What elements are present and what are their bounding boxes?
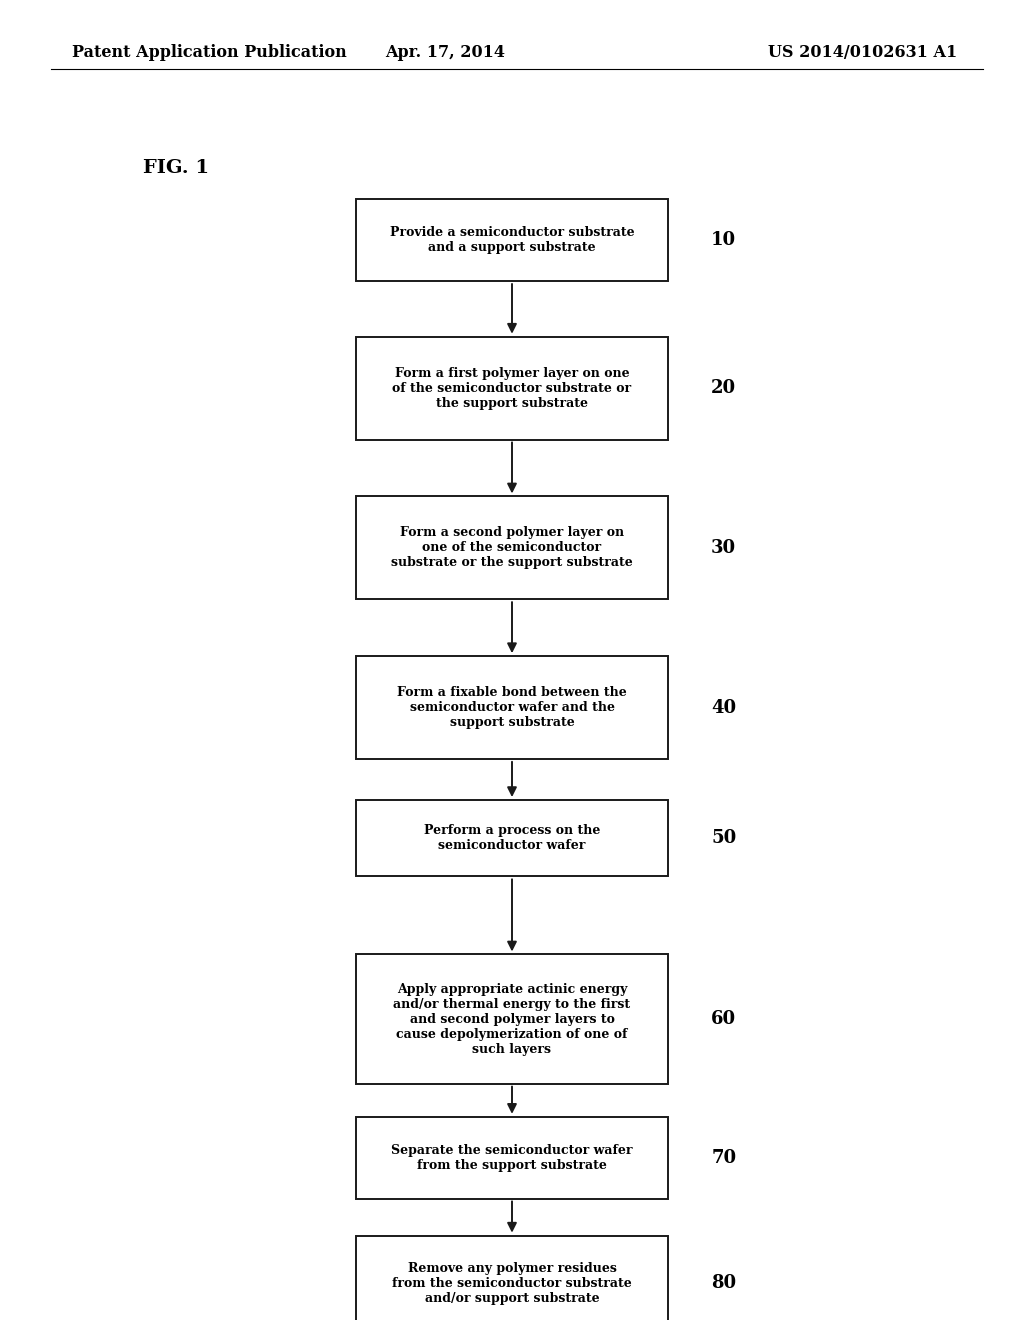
Bar <box>356 199 669 281</box>
Text: 80: 80 <box>711 1274 736 1292</box>
Bar <box>356 1236 669 1320</box>
Text: 50: 50 <box>711 829 736 847</box>
Text: FIG. 1: FIG. 1 <box>143 158 210 177</box>
Text: Separate the semiconductor wafer
from the support substrate: Separate the semiconductor wafer from th… <box>391 1143 633 1172</box>
Text: 20: 20 <box>711 379 736 397</box>
Bar <box>356 800 669 876</box>
Text: 60: 60 <box>711 1010 736 1028</box>
Text: Form a fixable bond between the
semiconductor wafer and the
support substrate: Form a fixable bond between the semicond… <box>397 686 627 729</box>
Text: Provide a semiconductor substrate
and a support substrate: Provide a semiconductor substrate and a … <box>390 226 634 255</box>
Bar <box>356 496 669 599</box>
Text: Form a second polymer layer on
one of the semiconductor
substrate or the support: Form a second polymer layer on one of th… <box>391 527 633 569</box>
Text: 30: 30 <box>711 539 736 557</box>
Bar <box>356 954 669 1084</box>
Bar <box>356 656 669 759</box>
Text: 40: 40 <box>711 698 736 717</box>
Text: Apply appropriate actinic energy
and/or thermal energy to the first
and second p: Apply appropriate actinic energy and/or … <box>393 982 631 1056</box>
Text: US 2014/0102631 A1: US 2014/0102631 A1 <box>768 45 957 61</box>
Text: 70: 70 <box>711 1148 736 1167</box>
Bar <box>356 1117 669 1199</box>
Text: Perform a process on the
semiconductor wafer: Perform a process on the semiconductor w… <box>424 824 600 853</box>
Text: Form a first polymer layer on one
of the semiconductor substrate or
the support : Form a first polymer layer on one of the… <box>392 367 632 409</box>
Text: Remove any polymer residues
from the semiconductor substrate
and/or support subs: Remove any polymer residues from the sem… <box>392 1262 632 1304</box>
Text: 10: 10 <box>711 231 736 249</box>
Text: Patent Application Publication: Patent Application Publication <box>72 45 346 61</box>
Bar <box>356 337 669 440</box>
Text: Apr. 17, 2014: Apr. 17, 2014 <box>385 45 506 61</box>
